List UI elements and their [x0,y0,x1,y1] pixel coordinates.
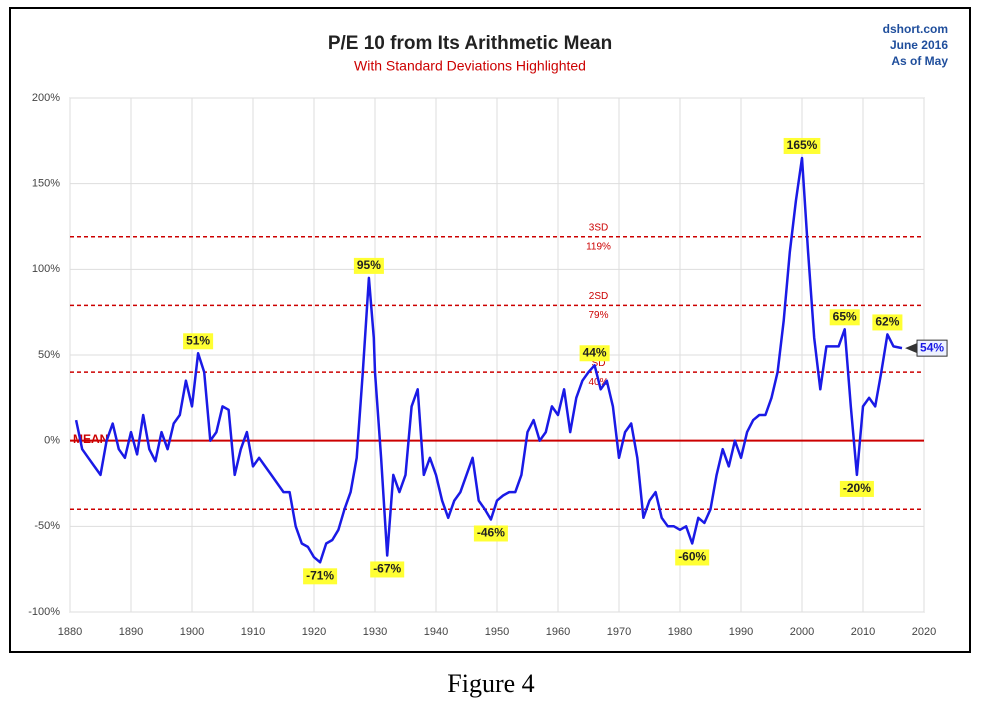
x-tick-label: 1920 [302,626,326,638]
source: As of May [891,54,948,68]
y-tick-label: 100% [32,263,60,275]
annotation-label: 62% [875,315,899,329]
annotation-bg [829,309,860,326]
reference-label: SD [592,358,606,369]
y-tick-label: 0% [44,435,60,447]
annotation-label: 65% [833,309,857,323]
y-tick-label: 50% [38,349,60,361]
annotation-bg [579,345,610,362]
annotation: -60% [675,549,710,566]
x-tick-label: 1980 [668,626,692,638]
annotation-bg [783,137,821,154]
x-tick-label: 1890 [119,626,143,638]
reference-label: 3SD [589,222,608,233]
annotation-label: -71% [306,568,334,582]
x-tick-label: 1960 [546,626,570,638]
annotation-label: 95% [357,258,381,272]
annotation: -20% [839,480,874,497]
annotation: 65% [829,309,860,326]
data-line [74,156,903,564]
annotation: -71% [303,568,338,585]
reference-value-label: 119% [586,241,611,252]
annotation: 51% [183,333,214,350]
x-tick-label: 1930 [363,626,387,638]
annotation-label: -46% [477,526,505,540]
y-tick-label: -50% [34,520,60,532]
source: dshort.com [883,22,948,36]
x-tick-label: 1940 [424,626,448,638]
x-tick-label: 2010 [851,626,875,638]
y-tick-label: -100% [28,606,60,618]
annotation-bg [353,257,384,274]
x-tick-label: 2000 [790,626,814,638]
annotation-bg [370,561,405,578]
y-tick-label: 200% [32,92,60,104]
annotation: -46% [473,525,508,542]
annotation-label: -20% [843,481,871,495]
annotation-bg [839,480,874,497]
annotation: 165% [783,137,821,154]
annotation: 95% [353,257,384,274]
x-tick-label: 1990 [729,626,753,638]
annotation-bg [473,525,508,542]
reference-label: 2SD [589,291,608,302]
annotation: -67% [370,561,405,578]
annotation-label: 44% [583,345,607,359]
x-tick-label: 1950 [485,626,509,638]
annotation-label: -60% [678,550,706,564]
annotation-label: 51% [186,333,210,347]
x-tick-label: 1900 [180,626,204,638]
annotation-bg [675,549,710,566]
x-tick-label: 1910 [241,626,265,638]
annotation-bg [303,568,338,585]
annotation: 54% [905,339,948,357]
annotation: 62% [872,314,903,331]
x-tick-label: 2020 [912,626,936,638]
annotation-bg [872,314,903,331]
caption: Figure 4 [447,669,534,698]
annotation-label: 165% [787,138,818,152]
source: June 2016 [890,38,948,52]
annotation-label: 54% [920,340,944,354]
annotation-bg [183,333,214,350]
reference-value-label: 79% [588,310,608,321]
x-tick-label: 1880 [58,626,82,638]
annotation-label: -67% [373,562,401,576]
annotation: 44% [579,345,610,362]
x-tick-label: 1970 [607,626,631,638]
chart-subtitle: With Standard Deviations Highlighted [354,58,586,74]
y-tick-label: 150% [32,178,60,190]
annotation-pointer [905,343,918,354]
chart-title: P/E 10 from Its Arithmetic Mean [328,33,612,54]
